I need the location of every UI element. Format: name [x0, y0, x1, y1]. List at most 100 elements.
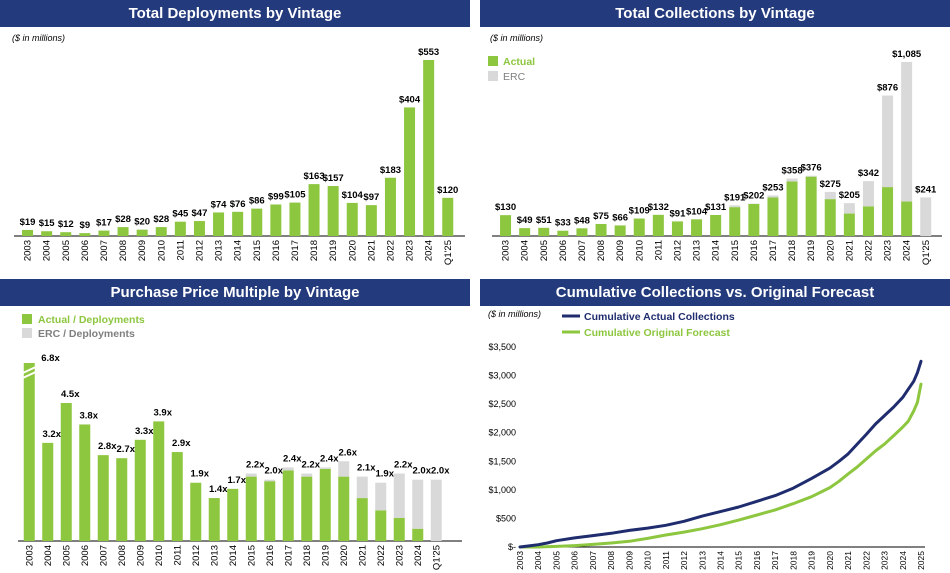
tick-label: 2005 [61, 240, 72, 261]
tick-label: 2018 [309, 240, 320, 261]
bar-actual-2014 [710, 214, 722, 236]
tick-label: 2024 [424, 240, 435, 261]
data-label: 2.2x [394, 460, 413, 471]
bar-2013 [213, 212, 225, 236]
data-label: 1.9x [191, 469, 210, 480]
bar-actual-2024 [412, 528, 424, 541]
data-label: $241 [915, 184, 937, 195]
data-label: 2.0x [265, 466, 284, 477]
tick-label: 2012 [191, 545, 202, 566]
y-tick-label: $3,000 [488, 371, 516, 381]
tick-label: 2017 [768, 240, 779, 261]
tick-label: 2012 [672, 240, 683, 261]
tick-label: 2016 [265, 545, 276, 566]
bar-2006 [79, 233, 91, 236]
tick-label: 2009 [137, 240, 148, 261]
tick-label: 2003 [23, 240, 34, 261]
bar-actual-2018 [786, 181, 798, 236]
bar-erc-2024 [901, 62, 913, 202]
legend-swatch-erc [488, 71, 498, 81]
tick-label: 2021 [357, 545, 368, 566]
bar-2014 [232, 211, 244, 236]
data-label: $104 [342, 190, 364, 201]
bar-erc-2019 [805, 175, 817, 177]
data-label: $19 [20, 217, 36, 228]
tick-label: 2019 [328, 240, 339, 261]
tick-label: 2019 [320, 545, 331, 566]
legend-erc: ERC / Deployments [38, 328, 135, 340]
tick-label: 2024 [413, 545, 424, 566]
data-label: 1.4x [209, 484, 228, 495]
bar-actual-2020 [824, 199, 836, 236]
bar-actual-2004 [42, 442, 54, 541]
bar-actual-2003 [500, 215, 512, 236]
data-label: $163 [303, 171, 324, 182]
legend-erc: ERC [503, 71, 526, 83]
bar-actual-2019 [805, 176, 817, 236]
tick-label: 2016 [749, 240, 760, 261]
tick-label: 2010 [634, 240, 645, 261]
y-tick-label: $500 [496, 513, 516, 523]
bar-2005 [60, 232, 72, 236]
tick-label: 2013 [697, 551, 707, 570]
tick-label: 2008 [596, 240, 607, 261]
data-label: 2.0x [431, 466, 450, 477]
tick-label: 2015 [730, 240, 741, 261]
tick-label: 2015 [246, 545, 257, 566]
legend-swatch-actual [488, 56, 498, 66]
data-label: $202 [743, 191, 764, 202]
data-label: $553 [418, 47, 439, 58]
tick-label: 2011 [661, 551, 671, 570]
tick-label: 2022 [863, 240, 874, 261]
data-label: $876 [877, 83, 898, 94]
bar-actual-2011 [171, 452, 183, 541]
cumulative-title: Cumulative Collections vs. Original Fore… [480, 279, 950, 306]
legend-actual: Actual / Deployments [38, 314, 145, 326]
data-label: $66 [612, 212, 628, 223]
multiple-chart: Actual / Deployments ERC / Deployments 6.8… [18, 314, 462, 570]
bar-erc-2020 [338, 461, 350, 477]
data-label: $1,085 [892, 49, 922, 60]
legend-forecast: Cumulative Original Forecast [584, 327, 730, 339]
bar-2011 [174, 221, 186, 236]
bar-2010 [155, 227, 167, 236]
tick-label: 2010 [156, 240, 167, 261]
tick-label: 2006 [558, 240, 569, 261]
bar-actual-2012 [671, 221, 683, 236]
tick-label: 2009 [615, 240, 626, 261]
data-label: $91 [670, 208, 687, 219]
bar-2015 [251, 208, 263, 236]
tick-label: 2006 [570, 551, 580, 570]
data-label: $49 [517, 215, 533, 226]
y-tick-label: $3,500 [488, 342, 516, 352]
data-label: 3.3x [135, 426, 154, 437]
data-label: $342 [858, 168, 879, 179]
bar-erc-2023 [882, 95, 894, 188]
data-label: $48 [574, 215, 590, 226]
data-label: $104 [686, 206, 708, 217]
bar-2009 [136, 229, 148, 236]
tick-label: 2017 [283, 545, 294, 566]
data-label: $105 [284, 190, 306, 201]
data-label: 3.2x [43, 429, 62, 440]
data-label: 2.8x [98, 441, 117, 452]
data-label: $47 [192, 208, 208, 219]
bar-actual-2016 [264, 481, 276, 541]
data-label: 3.9x [154, 407, 173, 418]
data-label: $28 [115, 214, 131, 225]
tick-label: 2023 [394, 545, 405, 566]
bar-2020 [346, 202, 358, 236]
bar-2021 [365, 205, 377, 236]
tick-label: 2022 [385, 240, 396, 261]
bar-actual-2021 [843, 213, 855, 236]
tick-label: 2017 [290, 240, 301, 261]
bar-erc-2022 [375, 482, 387, 511]
y-tick-label: $- [508, 542, 516, 552]
tick-label: 2009 [135, 545, 146, 566]
tick-label: 2024 [902, 240, 913, 261]
bar-actual-2004 [519, 228, 531, 236]
tick-label: 2016 [271, 240, 282, 261]
deployments-panel: Total Deployments by Vintage ($ in milli… [0, 0, 470, 280]
legend-swatch-actual [22, 314, 32, 324]
tick-label: 2005 [539, 240, 550, 261]
